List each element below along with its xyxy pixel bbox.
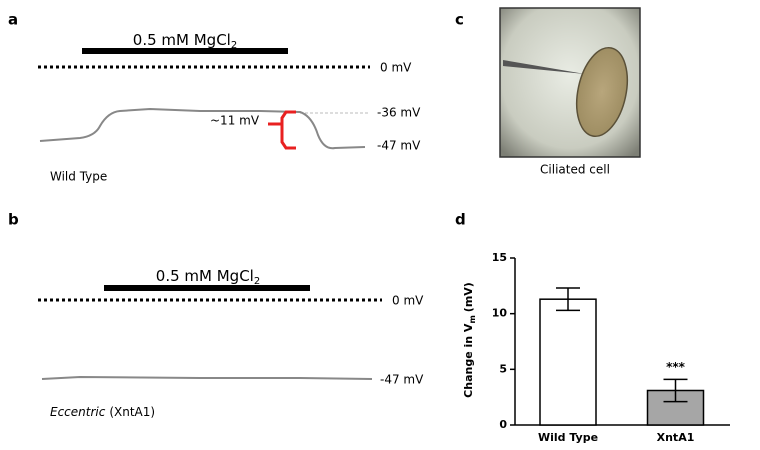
significance: *** xyxy=(666,360,686,374)
drug-label: 0.5 mM MgCl2 xyxy=(156,267,260,288)
genotype-rest: (XntA1) xyxy=(109,405,155,419)
drug-sub: 2 xyxy=(254,276,260,287)
level-label: 0 mV xyxy=(380,61,412,75)
y-tick-label: 5 xyxy=(499,362,507,375)
drug-sub: 2 xyxy=(231,40,237,51)
bracket xyxy=(268,110,296,150)
drug-label: 0.5 mM MgCl2 xyxy=(133,31,237,52)
drug-text: 0.5 mM MgCl xyxy=(156,267,254,285)
y-tick-label: 15 xyxy=(492,251,507,264)
voltage-trace xyxy=(39,107,366,150)
bar xyxy=(539,298,597,426)
pipette xyxy=(503,60,585,74)
y-tick-label: 10 xyxy=(492,307,508,320)
level-label: -36 mV xyxy=(377,106,421,120)
drug-text: 0.5 mM MgCl xyxy=(133,31,231,49)
y-label-text: Change in V xyxy=(462,323,475,398)
x-tick-label: XntA1 xyxy=(657,431,695,444)
panel-label: c xyxy=(455,11,464,29)
panel-label: a xyxy=(8,11,18,29)
cell xyxy=(575,46,629,138)
voltage-trace xyxy=(41,375,373,380)
genotype: Wild Type xyxy=(50,170,107,184)
genotype-italic: Eccentric xyxy=(50,405,106,419)
y-tick-label: 0 xyxy=(499,418,507,431)
plot: 0 5 10 15 Wild Type XntA1 *** xyxy=(492,251,730,444)
delta-label: ~11 mV xyxy=(210,114,260,128)
genotype: Eccentric (XntA1) xyxy=(50,405,155,419)
level-label: -47 mV xyxy=(377,139,421,153)
y-label-sub: m xyxy=(468,315,477,323)
panel-label: b xyxy=(8,211,19,229)
caption: Ciliated cell xyxy=(540,163,610,177)
y-axis-label: Change in Vm (mV) xyxy=(462,282,477,398)
level-label: -47 mV xyxy=(380,373,424,387)
level-label: 0 mV xyxy=(392,294,424,308)
panel-label: d xyxy=(455,211,466,229)
y-label-unit: (mV) xyxy=(462,282,475,312)
x-tick-label: Wild Type xyxy=(538,431,598,444)
